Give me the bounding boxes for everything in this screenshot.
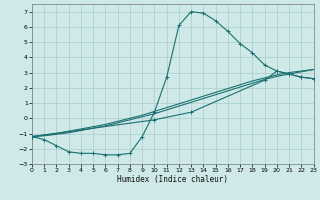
X-axis label: Humidex (Indice chaleur): Humidex (Indice chaleur) bbox=[117, 175, 228, 184]
